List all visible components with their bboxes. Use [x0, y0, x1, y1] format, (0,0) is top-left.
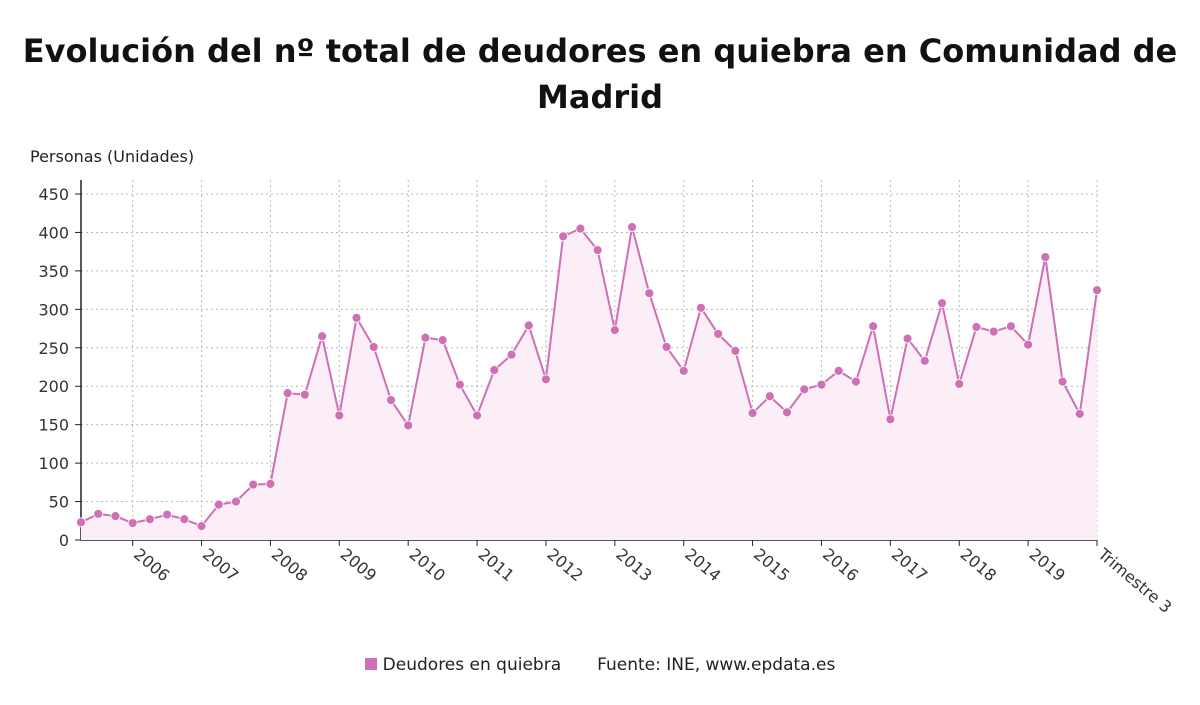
- data-point: [816, 379, 827, 390]
- data-point: [282, 388, 293, 399]
- y-tick-label: 150: [38, 416, 69, 435]
- data-point: [764, 391, 775, 402]
- x-tick-label: 2013: [612, 545, 655, 586]
- x-tick-label: 2018: [957, 545, 1000, 586]
- data-point: [523, 320, 534, 331]
- data-point: [937, 298, 947, 309]
- y-tick-label: 300: [38, 300, 69, 319]
- data-point: [299, 389, 310, 400]
- data-point: [541, 374, 551, 385]
- data-point: [231, 496, 241, 507]
- chart-title-line-2: Madrid: [537, 78, 663, 116]
- x-tick-label: 2011: [474, 545, 517, 586]
- y-tick-label: 200: [38, 377, 69, 396]
- x-tick-label: 2008: [268, 545, 311, 586]
- data-point: [386, 395, 396, 405]
- data-point: [1074, 408, 1085, 419]
- data-point: [592, 245, 603, 256]
- x-tick-label: 2006: [130, 545, 173, 586]
- data-point: [454, 379, 465, 390]
- legend-series-label: Deudores en quiebra: [382, 655, 562, 675]
- data-point: [420, 332, 431, 343]
- data-point: [558, 231, 569, 242]
- x-tick-label: 2012: [543, 545, 586, 586]
- x-tick-label: 2015: [750, 545, 793, 586]
- y-axis-label: Personas (Unidades): [30, 147, 195, 166]
- data-point: [196, 521, 207, 532]
- data-point: [265, 478, 276, 489]
- data-point: [351, 312, 362, 323]
- series-area: [81, 227, 1097, 540]
- x-tick-label: 2010: [406, 545, 449, 586]
- data-point: [799, 384, 810, 395]
- chart-title-line-1: Evolución del nº total de deudores en qu…: [22, 32, 1178, 70]
- legend-swatch: [364, 658, 377, 670]
- data-point: [76, 517, 86, 528]
- data-point: [644, 288, 655, 299]
- x-tick-label: 2009: [337, 545, 380, 586]
- data-point: [661, 342, 672, 352]
- data-point: [885, 414, 896, 425]
- data-point: [919, 355, 930, 366]
- y-tick-label: 250: [38, 339, 69, 358]
- x-tick-label: 2019: [1026, 545, 1069, 586]
- y-tick-label: 350: [38, 262, 69, 281]
- data-point: [1023, 339, 1034, 350]
- x-tick-label: 2017: [888, 545, 931, 586]
- data-point: [248, 479, 259, 490]
- data-point: [437, 335, 448, 345]
- data-point: [954, 379, 965, 389]
- x-tick-label: 2007: [199, 545, 242, 586]
- x-tick-label: 2016: [819, 545, 862, 586]
- data-point: [403, 420, 414, 431]
- x-tick-label: 2014: [681, 545, 724, 586]
- data-point: [317, 331, 327, 342]
- data-point: [334, 410, 345, 421]
- data-point: [489, 365, 500, 375]
- x-tick-label: Trimestre 3: [1094, 544, 1176, 617]
- data-point: [868, 321, 879, 332]
- y-tick-label: 450: [38, 185, 69, 204]
- data-point: [472, 410, 482, 421]
- data-point: [1057, 376, 1068, 387]
- data-point: [1092, 285, 1102, 296]
- data-point: [988, 326, 999, 337]
- data-point: [506, 349, 517, 360]
- data-point: [627, 222, 637, 232]
- data-point: [213, 499, 224, 510]
- data-point: [1040, 252, 1051, 262]
- data-point: [127, 518, 138, 528]
- data-point: [110, 511, 121, 522]
- data-point: [1006, 321, 1016, 332]
- data-point: [678, 365, 689, 376]
- data-point: [971, 322, 982, 332]
- y-tick-label: 100: [38, 454, 69, 473]
- data-point: [747, 408, 758, 419]
- data-point: [833, 365, 844, 376]
- data-point: [696, 302, 706, 313]
- data-point: [609, 325, 620, 335]
- data-point: [851, 376, 861, 387]
- y-tick-label: 400: [38, 223, 69, 242]
- y-tick-label: 0: [59, 531, 69, 550]
- data-point: [575, 223, 586, 234]
- y-tick-label: 50: [49, 493, 69, 512]
- data-point: [179, 514, 190, 525]
- data-point: [713, 329, 724, 339]
- data-point: [162, 509, 173, 520]
- data-point: [368, 342, 379, 352]
- data-point: [730, 345, 741, 356]
- legend: Deudores en quiebra Fuente: INE, www.epda…: [0, 655, 1200, 675]
- data-point: [144, 514, 155, 525]
- data-point: [782, 407, 792, 418]
- data-point: [93, 508, 104, 519]
- chart-title: Evolución del nº total de deudores en qu…: [0, 28, 1200, 120]
- source-note: Fuente: INE, www.epdata.es: [597, 655, 836, 675]
- data-point: [902, 333, 913, 344]
